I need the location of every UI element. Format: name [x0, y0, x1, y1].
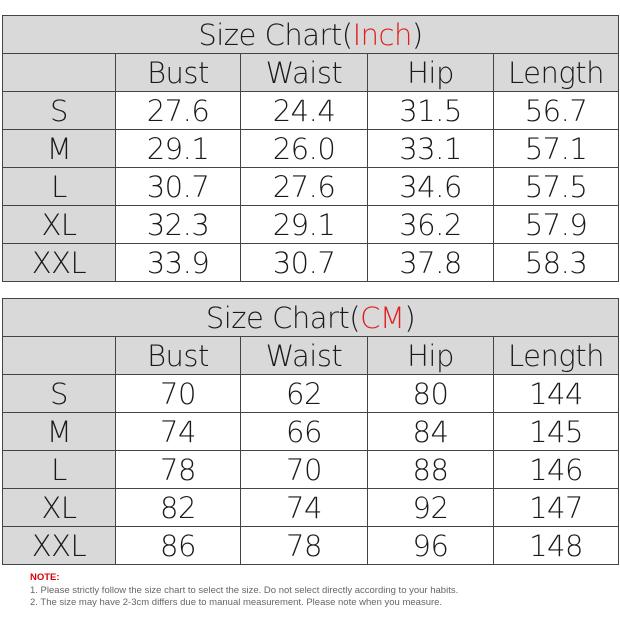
measurement-cell: 30.7 — [240, 243, 368, 282]
measurement-cell: 146 — [492, 450, 620, 489]
size-label: XL — [2, 205, 116, 244]
measurement-cell: 36.2 — [367, 205, 494, 244]
table-row: S 70 62 80 144 — [2, 374, 620, 413]
measurement-cell: 74 — [240, 488, 368, 527]
size-label: M — [2, 412, 116, 451]
measurement-cell: 66 — [240, 412, 368, 451]
measurement-cell: 58.3 — [492, 243, 620, 282]
measurement-cell: 70 — [240, 450, 368, 489]
unit-label: Inch — [352, 17, 413, 52]
size-label: S — [2, 374, 116, 413]
table-row: XL 82 74 92 147 — [2, 488, 620, 527]
size-chart-inch: Size Chart(Inch) Bust Waist Hip Length S 27.6 2… — [1, 15, 620, 282]
size-chart-cm: Size Chart(CM) Bust Waist Hip Length S 70 62 80 1… — [1, 298, 620, 565]
measurement-cell: 27.6 — [115, 91, 241, 130]
size-label: XXL — [2, 526, 116, 565]
size-label: L — [2, 450, 116, 489]
corner-cell — [2, 53, 116, 92]
measurement-cell: 78 — [240, 526, 368, 565]
note-line-2: 2. The size may have 2-3cm differs due t… — [30, 597, 443, 608]
measurement-cell: 24.4 — [240, 91, 368, 130]
measurement-cell: 80 — [367, 374, 494, 413]
size-label: M — [2, 129, 116, 168]
measurement-cell: 74 — [115, 412, 241, 451]
column-header: Hip — [367, 336, 494, 375]
measurement-cell: 70 — [115, 374, 241, 413]
measurement-cell: 96 — [367, 526, 494, 565]
measurement-cell: 82 — [115, 488, 241, 527]
measurement-cell: 29.1 — [115, 129, 241, 168]
measurement-cell: 62 — [240, 374, 368, 413]
measurement-cell: 31.5 — [367, 91, 494, 130]
table-row: S 27.6 24.4 31.5 56.7 — [2, 91, 620, 130]
table-title: Size Chart(Inch) — [1, 15, 620, 54]
column-header: Bust — [115, 336, 241, 375]
measurement-cell: 33.9 — [115, 243, 241, 282]
measurement-cell: 144 — [492, 374, 620, 413]
measurement-cell: 32.3 — [115, 205, 241, 244]
measurement-cell: 147 — [492, 488, 620, 527]
measurement-cell: 86 — [115, 526, 241, 565]
note-heading: NOTE: — [30, 572, 60, 583]
size-label: S — [2, 91, 116, 130]
title-close: ) — [404, 300, 416, 335]
measurement-cell: 88 — [367, 450, 494, 489]
table-row: XL 32.3 29.1 36.2 57.9 — [2, 205, 620, 244]
size-label: L — [2, 167, 116, 206]
measurement-cell: 30.7 — [115, 167, 241, 206]
size-label: XL — [2, 488, 116, 527]
measurement-cell: 92 — [367, 488, 494, 527]
measurement-cell: 34.6 — [367, 167, 494, 206]
column-header: Length — [492, 336, 620, 375]
note: NOTE: 1. Please strictly follow the size… — [30, 572, 458, 610]
column-header: Waist — [240, 336, 368, 375]
column-header: Length — [492, 53, 620, 92]
table-row: L 78 70 88 146 — [2, 450, 620, 489]
title-text: Size Chart( — [205, 300, 361, 335]
column-header: Bust — [115, 53, 241, 92]
table-row: XXL 33.9 30.7 37.8 58.3 — [2, 243, 620, 282]
measurement-cell: 57.9 — [492, 205, 620, 244]
measurement-cell: 148 — [492, 526, 620, 565]
table-title: Size Chart(CM) — [1, 298, 620, 337]
measurement-cell: 26.0 — [240, 129, 368, 168]
measurement-cell: 37.8 — [367, 243, 494, 282]
table-row: XXL 86 78 96 148 — [2, 526, 620, 565]
measurement-cell: 56.7 — [492, 91, 620, 130]
title-text: Size Chart( — [198, 17, 353, 52]
measurement-cell: 27.6 — [240, 167, 368, 206]
title-close: ) — [411, 17, 423, 52]
measurement-cell: 84 — [367, 412, 494, 451]
table-row: M 29.1 26.0 33.1 57.1 — [2, 129, 620, 168]
corner-cell — [2, 336, 116, 375]
measurement-cell: 57.1 — [492, 129, 620, 168]
note-line-1: 1. Please strictly follow the size chart… — [30, 584, 459, 596]
measurement-cell: 33.1 — [367, 129, 494, 168]
unit-label: CM — [360, 300, 405, 335]
measurement-cell: 78 — [115, 450, 241, 489]
column-header: Hip — [367, 53, 494, 92]
table-row: M 74 66 84 145 — [2, 412, 620, 451]
size-label: XXL — [2, 243, 116, 282]
measurement-cell: 145 — [492, 412, 620, 451]
measurement-cell: 29.1 — [240, 205, 368, 244]
column-header: Waist — [240, 53, 368, 92]
table-row: L 30.7 27.6 34.6 57.5 — [2, 167, 620, 206]
measurement-cell: 57.5 — [492, 167, 620, 206]
